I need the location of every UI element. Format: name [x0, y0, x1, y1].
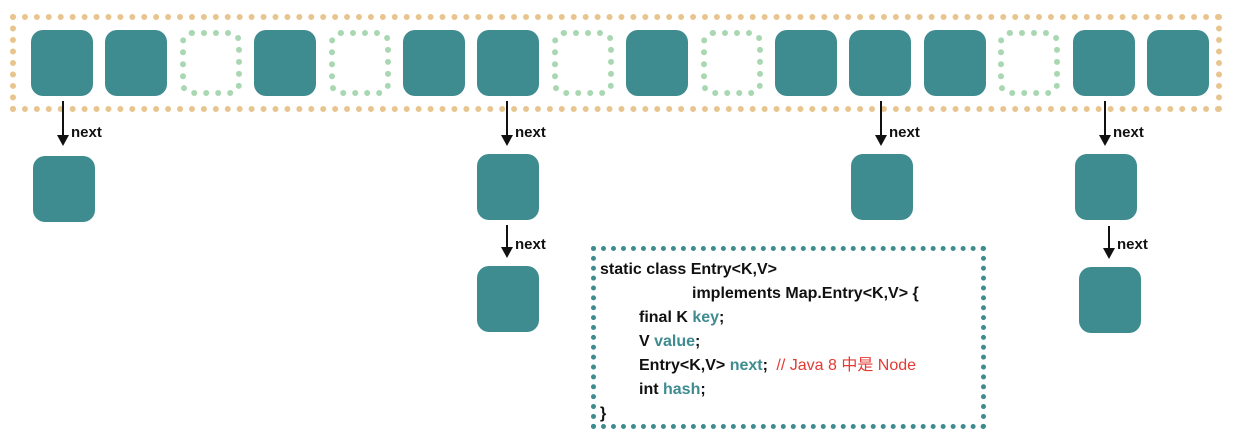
hash-table-array [10, 14, 1222, 112]
key-type-text: final K [639, 309, 693, 326]
array-slot-empty [180, 30, 242, 96]
hash-terminator: ; [700, 381, 706, 398]
next-arrow-icon [57, 101, 69, 146]
array-slot-filled [31, 30, 93, 96]
next-arrow-icon [1099, 101, 1111, 146]
next-field-name: next [729, 357, 763, 374]
code-line-class-declaration: static class Entry<K,V> [600, 262, 777, 278]
chain-node [33, 156, 95, 222]
next-label: next [515, 124, 546, 141]
code-line-closing-brace: } [600, 406, 606, 422]
code-line-key-field: final K key; [639, 310, 724, 326]
array-slot-filled [1073, 30, 1135, 96]
value-type-text: V [639, 333, 655, 350]
array-slot-filled [924, 30, 986, 96]
implements-text: implements Map.Entry<K,V> { [692, 285, 919, 302]
next-terminator: ; [762, 357, 768, 374]
array-slot-filled [105, 30, 167, 96]
entry-class-code-box [591, 246, 986, 429]
array-slot-filled [626, 30, 688, 96]
hash-type-text: int [639, 381, 663, 398]
array-slot-empty [701, 30, 763, 96]
next-arrow-icon [501, 225, 513, 258]
next-label: next [515, 236, 546, 253]
array-slot-filled [849, 30, 911, 96]
closing-brace-text: } [600, 405, 607, 422]
next-arrow-icon [1103, 226, 1115, 259]
next-type-text: Entry<K,V> [639, 357, 730, 374]
code-line-next-field: Entry<K,V> next; // Java 8 中是 Node [639, 358, 916, 374]
next-label: next [889, 124, 920, 141]
chain-node [851, 154, 913, 220]
code-line-value-field: V value; [639, 334, 700, 350]
chain-node [477, 154, 539, 220]
next-label: next [1117, 236, 1148, 253]
array-slot-filled [775, 30, 837, 96]
value-terminator: ; [695, 333, 701, 350]
class-declaration-text: static class Entry<K,V> [600, 261, 777, 278]
array-slot-filled [403, 30, 465, 96]
next-label: next [1113, 124, 1144, 141]
hash-field-name: hash [663, 381, 701, 398]
next-label: next [71, 124, 102, 141]
chain-node [477, 266, 539, 332]
key-terminator: ; [719, 309, 725, 326]
array-slot-filled [254, 30, 316, 96]
array-slot-filled [1147, 30, 1209, 96]
code-line-implements: implements Map.Entry<K,V> { [692, 286, 919, 302]
array-slot-filled [477, 30, 539, 96]
value-field-name: value [654, 333, 696, 350]
chain-node [1075, 154, 1137, 220]
next-arrow-icon [875, 101, 887, 146]
next-arrow-icon [501, 101, 513, 146]
array-slot-empty [329, 30, 391, 96]
array-slot-empty [998, 30, 1060, 96]
code-line-hash-field: int hash; [639, 382, 706, 398]
array-slot-empty [552, 30, 614, 96]
key-field-name: key [692, 309, 720, 326]
chain-node [1079, 267, 1141, 333]
java8-node-comment: // Java 8 中是 Node [776, 357, 917, 374]
